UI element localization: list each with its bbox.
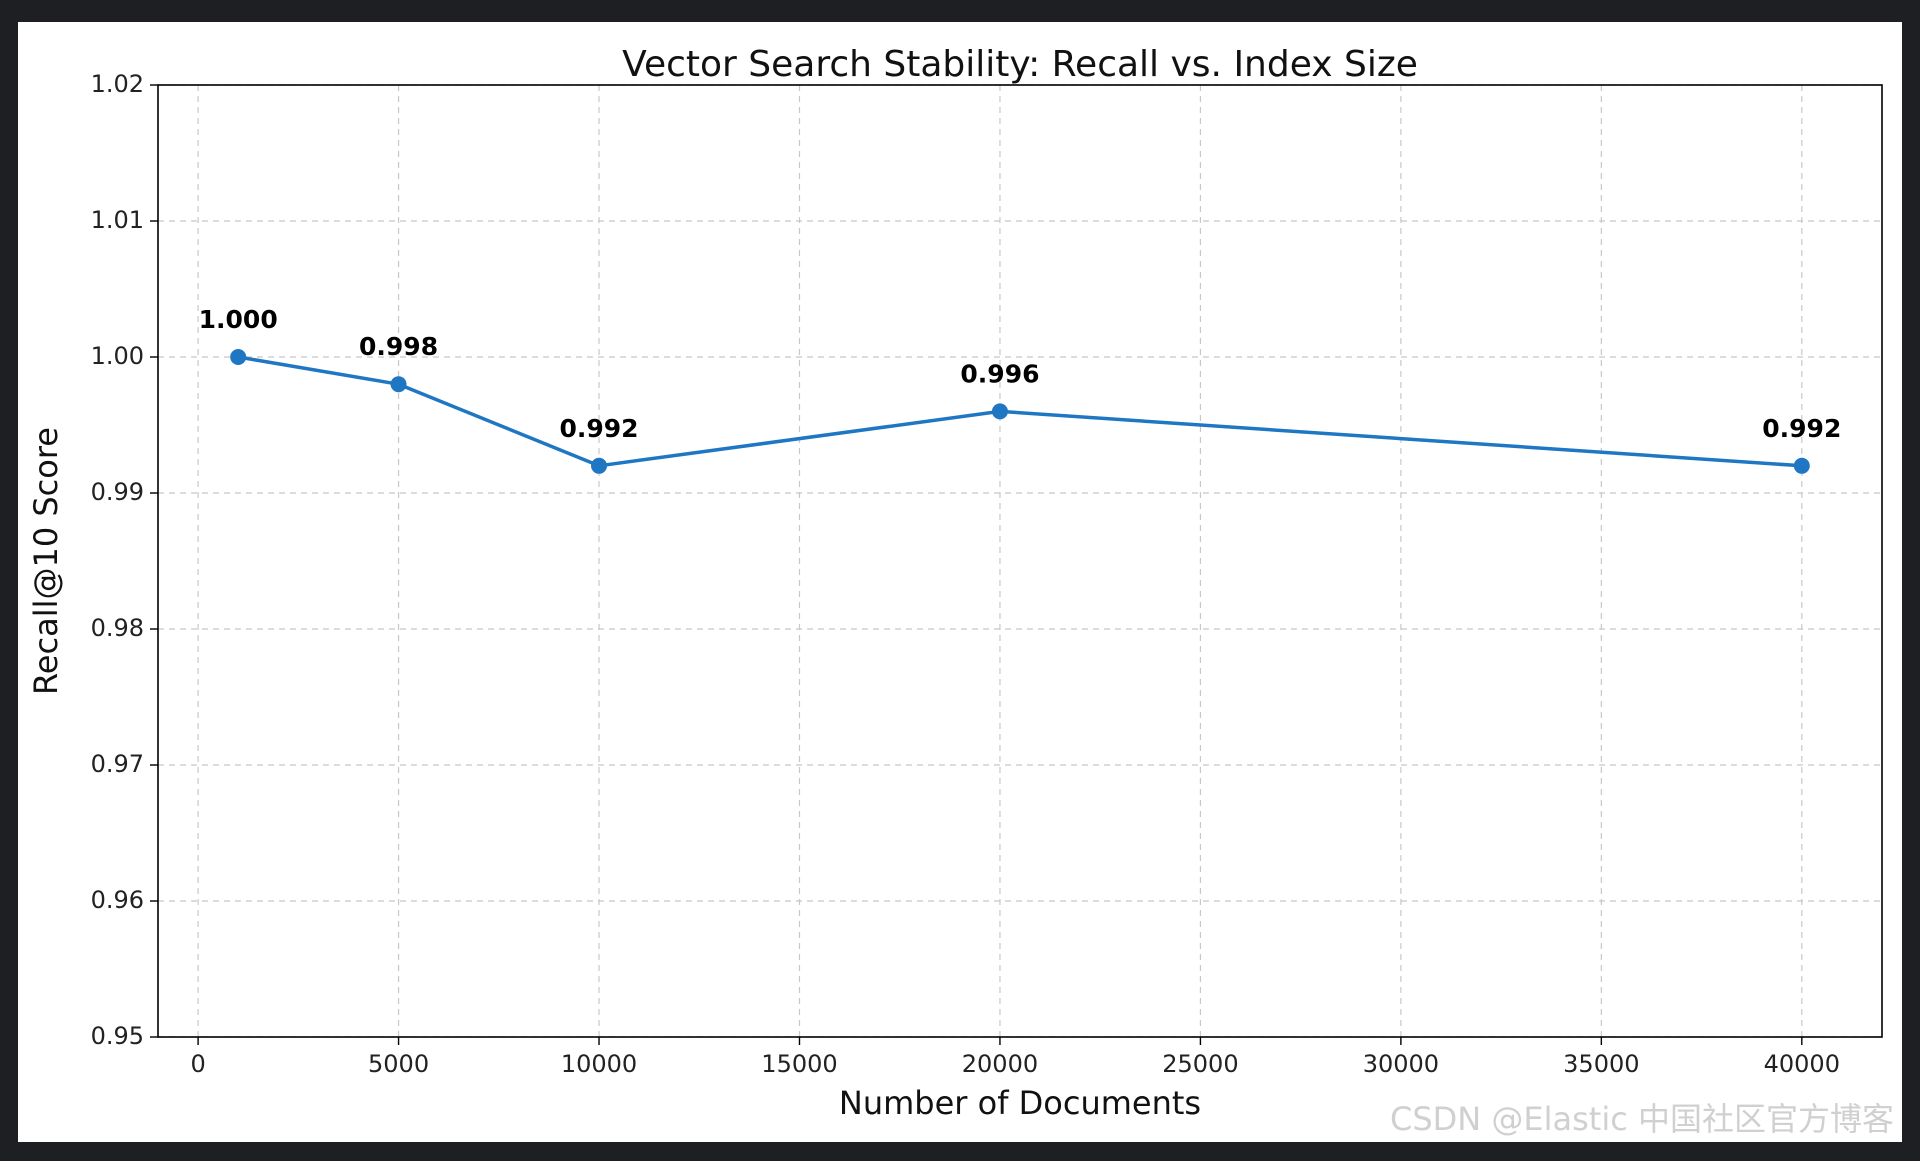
y-tick-label: 1.01 (91, 206, 144, 234)
y-tick-label: 0.96 (91, 886, 144, 914)
chart-frame: Vector Search Stability: Recall vs. Inde… (18, 22, 1902, 1142)
y-tick-label: 0.95 (91, 1022, 144, 1050)
chart-title: Vector Search Stability: Recall vs. Inde… (622, 44, 1418, 85)
series-group (230, 349, 1810, 474)
x-axis-title: Number of Documents (839, 1084, 1201, 1122)
x-tick-label: 25000 (1162, 1050, 1238, 1078)
grid-lines (158, 84, 1882, 1038)
data-label: 0.992 (559, 414, 638, 443)
recall-line-chart: Vector Search Stability: Recall vs. Inde… (27, 44, 1894, 1138)
data-label: 0.992 (1762, 414, 1841, 443)
data-point (991, 403, 1008, 420)
axis-ticks: 0 5000 10000 15000 20000 25000 30000 35000 40000… (91, 70, 1840, 1078)
x-tick-label: 15000 (761, 1050, 837, 1078)
data-point (1793, 457, 1810, 474)
data-label: 0.996 (960, 359, 1039, 388)
watermark-text: CSDN @Elastic 中国社区官方博客 (1390, 1100, 1894, 1138)
y-tick-label: 1.02 (91, 70, 144, 98)
x-tick-label: 35000 (1563, 1050, 1639, 1078)
x-tick-label: 30000 (1363, 1050, 1439, 1078)
data-label: 1.000 (199, 305, 278, 334)
y-axis-title: Recall@10 Score (27, 427, 65, 695)
x-tick-label: 5000 (368, 1050, 429, 1078)
data-label: 0.998 (359, 332, 438, 361)
x-tick-label: 0 (190, 1050, 205, 1078)
data-point (230, 349, 247, 365)
x-tick-label: 40000 (1764, 1050, 1840, 1078)
data-point (390, 376, 407, 393)
y-tick-label: 1.00 (91, 342, 144, 370)
data-point (591, 457, 608, 474)
y-tick-label: 0.97 (91, 750, 144, 778)
y-tick-label: 0.98 (91, 614, 144, 642)
x-tick-label: 20000 (962, 1050, 1038, 1078)
data-labels: 1.000 0.998 0.992 0.996 0.992 (199, 305, 1842, 443)
y-tick-label: 0.99 (91, 478, 144, 506)
x-tick-label: 10000 (561, 1050, 637, 1078)
plot-area-border (157, 84, 1883, 1038)
